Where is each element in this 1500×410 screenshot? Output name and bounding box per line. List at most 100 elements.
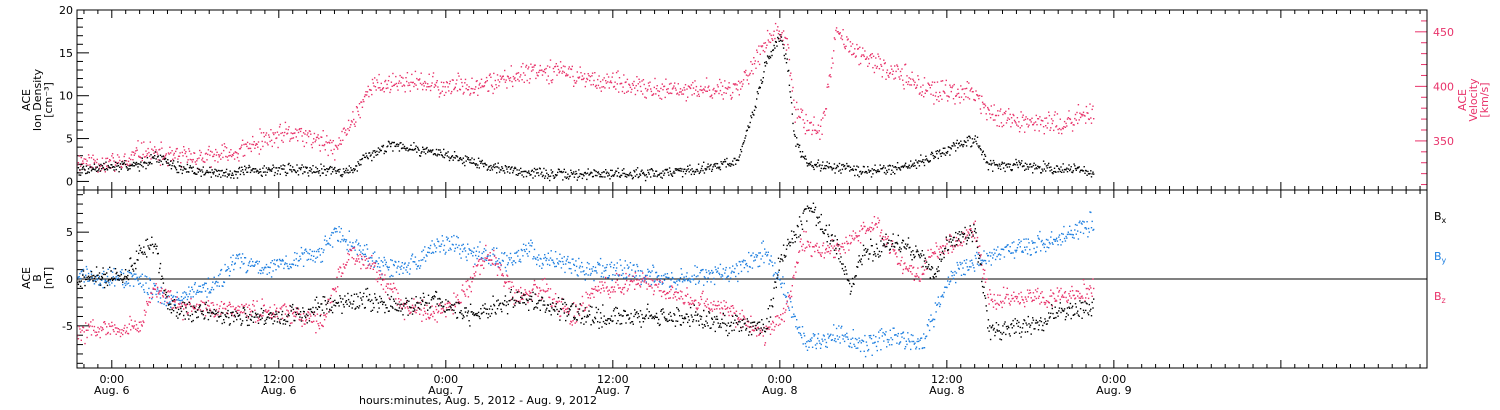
velocity-series-point bbox=[987, 108, 990, 110]
density-series-point bbox=[127, 169, 129, 171]
series-By-point bbox=[159, 293, 161, 295]
velocity-series-point bbox=[135, 150, 137, 152]
density-series-point bbox=[702, 169, 704, 172]
velocity-series-point bbox=[687, 96, 689, 98]
series-By-point bbox=[1062, 233, 1064, 235]
velocity-series-point bbox=[183, 146, 185, 148]
density-series-point bbox=[270, 169, 272, 171]
velocity-series-point bbox=[582, 78, 584, 81]
series-Bz-point bbox=[474, 275, 476, 277]
series-Bz-point bbox=[369, 267, 372, 270]
velocity-series-point bbox=[375, 89, 377, 91]
density-series-point bbox=[952, 142, 955, 144]
density-series-point bbox=[244, 165, 246, 167]
density-series-point bbox=[535, 169, 537, 171]
density-series-point bbox=[566, 176, 568, 178]
density-series-point bbox=[876, 170, 878, 172]
density-series-point bbox=[268, 168, 271, 170]
series-By-point bbox=[947, 276, 950, 278]
velocity-series-point bbox=[655, 93, 657, 95]
series-By-point bbox=[686, 272, 688, 274]
velocity-series-point bbox=[387, 80, 390, 82]
density-series-point bbox=[724, 160, 727, 163]
series-Bz-point bbox=[209, 308, 211, 310]
series-By-point bbox=[910, 334, 913, 336]
series-By-point bbox=[844, 334, 846, 336]
series-By-point bbox=[622, 272, 624, 275]
series-By-point bbox=[1009, 246, 1011, 248]
density-series-point bbox=[506, 168, 508, 170]
series-By-point bbox=[198, 285, 200, 287]
velocity-series-point bbox=[354, 125, 356, 127]
velocity-series-point bbox=[652, 94, 654, 96]
density-series-point bbox=[146, 157, 149, 159]
density-series-point bbox=[84, 169, 86, 171]
velocity-series-point bbox=[830, 67, 833, 69]
series-Bz-point bbox=[136, 329, 138, 332]
series-Bz-point bbox=[77, 338, 80, 340]
series-Bz-point bbox=[429, 314, 432, 316]
series-By-point bbox=[250, 258, 252, 260]
density-series-point bbox=[783, 54, 785, 57]
velocity-series-point bbox=[95, 166, 97, 168]
velocity-series-point bbox=[889, 72, 891, 74]
series-Bz-point bbox=[472, 266, 475, 268]
density-series-point bbox=[243, 173, 245, 176]
density-series-point bbox=[435, 154, 437, 156]
series-By-point bbox=[296, 252, 298, 255]
series-Bz-point bbox=[477, 264, 479, 266]
series-By-point bbox=[973, 270, 976, 272]
density-series-point bbox=[1046, 167, 1048, 169]
series-By-point bbox=[893, 327, 895, 329]
series-By-point bbox=[681, 273, 683, 275]
density-series-point bbox=[769, 56, 772, 59]
density-series-point bbox=[938, 151, 940, 153]
series-By-point bbox=[537, 259, 539, 261]
velocity-series-point bbox=[135, 147, 138, 149]
series-By-point bbox=[222, 285, 224, 287]
density-series-point bbox=[270, 170, 273, 172]
series-By-point bbox=[218, 285, 220, 287]
density-series-point bbox=[467, 158, 469, 160]
series-By-point bbox=[734, 267, 736, 270]
series-By-point bbox=[170, 294, 173, 297]
velocity-series-point bbox=[124, 153, 126, 155]
velocity-series-point bbox=[883, 62, 886, 65]
velocity-series-point bbox=[427, 83, 429, 85]
density-series-point bbox=[339, 174, 342, 177]
velocity-series-point bbox=[891, 68, 893, 70]
velocity-series-point bbox=[178, 155, 181, 157]
density-series-point bbox=[1029, 163, 1032, 165]
density-series-point bbox=[441, 154, 443, 157]
series-By-point bbox=[350, 248, 352, 251]
series-Bz-point bbox=[386, 283, 388, 285]
density-series-point bbox=[379, 148, 381, 150]
series-By-point bbox=[325, 244, 327, 246]
series-By-point bbox=[693, 274, 695, 276]
velocity-series-point bbox=[475, 86, 477, 88]
velocity-series-point bbox=[426, 86, 428, 88]
left-y-axis-title-line: [cm⁻³] bbox=[42, 82, 55, 118]
series-By-point bbox=[1055, 237, 1058, 239]
velocity-series-point bbox=[736, 84, 738, 86]
series-Bz-point bbox=[147, 304, 149, 306]
velocity-series-point bbox=[846, 39, 849, 41]
density-series-point bbox=[963, 140, 966, 142]
density-series-point bbox=[853, 165, 855, 167]
series-By-point bbox=[460, 257, 462, 259]
density-series-point bbox=[944, 154, 947, 156]
series-Bz-point bbox=[534, 283, 536, 286]
velocity-series-point bbox=[731, 96, 733, 99]
series-Bz-point bbox=[410, 311, 412, 313]
series-By-point bbox=[933, 318, 936, 321]
density-series-point bbox=[188, 171, 190, 173]
series-Bz-point bbox=[253, 305, 255, 307]
velocity-series-point bbox=[695, 85, 698, 88]
series-By-point bbox=[442, 240, 444, 242]
series-By-point bbox=[369, 256, 372, 259]
series-Bz-point bbox=[331, 288, 334, 290]
series-By-point bbox=[298, 259, 300, 262]
velocity-series-point bbox=[533, 66, 535, 68]
series-By-point bbox=[95, 275, 97, 278]
